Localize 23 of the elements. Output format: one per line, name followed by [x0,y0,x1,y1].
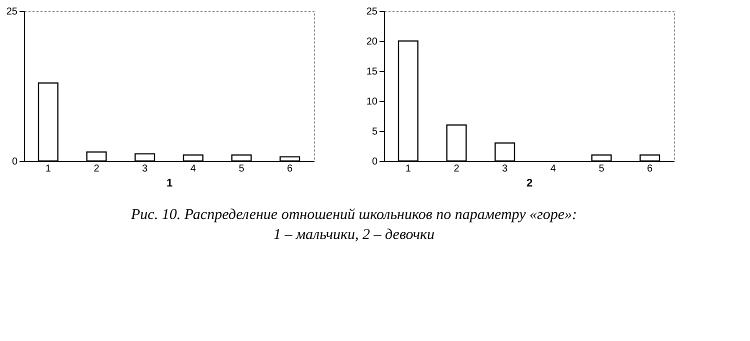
x-tick-label: 3 [502,164,508,174]
x-tick-label: 1 [405,164,412,174]
x-tick-label: 6 [287,164,294,174]
x-tick-label: 6 [647,164,654,174]
y-tick-label: 10 [366,96,378,108]
y-tick-label: 15 [366,66,378,78]
x-tick-label: 4 [550,164,556,174]
x-axis-title: 1 [166,178,173,190]
x-tick-label: 3 [142,164,148,174]
x-tick-label: 1 [45,164,52,174]
y-tick-label: 25 [366,6,378,18]
y-tick-label: 20 [366,36,378,48]
x-tick-label: 2 [94,164,100,174]
x-tick-label: 5 [598,164,605,174]
y-tick-label: 5 [372,126,378,138]
x-tick-label: 2 [454,164,460,174]
y-tick-label: 0 [12,156,18,168]
x-axis-title: 2 [526,178,533,190]
y-tick-label: 25 [6,6,18,18]
y-tick-label: 0 [372,156,378,168]
x-tick-label: 4 [190,164,196,174]
x-tick-label: 5 [238,164,245,174]
text: Рис. 10. Распределение отношений школьников по параметру «горе»: 1 – мальчики, 2 – девочки [130,207,578,243]
